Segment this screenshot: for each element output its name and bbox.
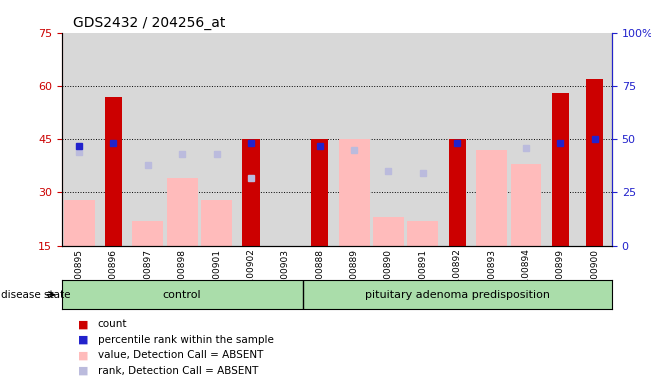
Bar: [373, 217, 404, 246]
Text: percentile rank within the sample: percentile rank within the sample: [98, 335, 273, 345]
Text: ■: ■: [78, 335, 89, 345]
Text: rank, Detection Call = ABSENT: rank, Detection Call = ABSENT: [98, 366, 258, 376]
Bar: [242, 139, 260, 246]
Bar: [132, 221, 163, 246]
Bar: [586, 79, 603, 246]
Bar: [167, 178, 198, 246]
Bar: [510, 164, 542, 246]
Text: disease state: disease state: [1, 290, 70, 300]
Text: GDS2432 / 204256_at: GDS2432 / 204256_at: [73, 16, 225, 30]
Bar: [311, 139, 328, 246]
Bar: [64, 200, 94, 246]
Text: pituitary adenoma predisposition: pituitary adenoma predisposition: [365, 290, 549, 300]
Bar: [476, 150, 507, 246]
Text: ■: ■: [78, 350, 89, 360]
Text: ■: ■: [78, 366, 89, 376]
Bar: [552, 93, 569, 246]
Bar: [105, 97, 122, 246]
Text: count: count: [98, 319, 127, 329]
Bar: [339, 139, 370, 246]
Bar: [408, 221, 438, 246]
Bar: [449, 139, 466, 246]
Text: value, Detection Call = ABSENT: value, Detection Call = ABSENT: [98, 350, 263, 360]
Text: ■: ■: [78, 319, 89, 329]
Bar: [201, 200, 232, 246]
Text: control: control: [163, 290, 202, 300]
